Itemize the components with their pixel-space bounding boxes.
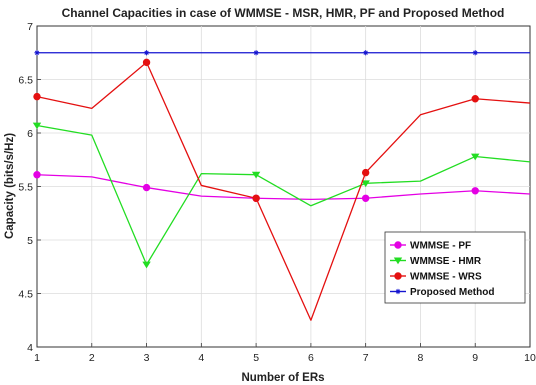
data-point [252, 194, 260, 202]
legend-marker [395, 288, 401, 295]
y-axis-ticks: 4 4.5 5 5.5 6 6.5 7 [18, 21, 41, 354]
y-tick-label: 5 [27, 235, 33, 247]
legend-entry: WMMSE - PF [390, 241, 471, 252]
data-point [32, 122, 42, 130]
series-line [36, 174, 531, 200]
data-point [361, 180, 370, 188]
plot-area [32, 25, 531, 348]
data-point [251, 171, 261, 179]
legend-marker [394, 272, 402, 280]
legend-entry: Proposed Method [390, 287, 494, 298]
legend-entry: WMMSE - HMR [390, 256, 482, 267]
series-2 [33, 58, 531, 321]
legend-label: Proposed Method [410, 287, 494, 298]
data-point [33, 171, 41, 179]
data-point [34, 50, 40, 56]
data-point [143, 50, 150, 56]
series-3 [34, 50, 530, 56]
data-point [253, 50, 259, 56]
y-tick-label: 7 [27, 21, 33, 33]
data-point [361, 168, 370, 177]
data-point [142, 261, 151, 269]
marker-stroke [363, 50, 368, 55]
x-tick-label: 6 [308, 352, 314, 364]
legend-entry: WMMSE - WRS [390, 272, 482, 283]
y-tick-label: 5.5 [18, 182, 33, 194]
y-tick-label: 6 [27, 128, 33, 140]
data-point [33, 92, 41, 101]
legend: WMMSE - PF WMMSE - HMR WMMSE - WRS Proposed… [384, 231, 526, 304]
data-point [363, 50, 369, 56]
x-tick-label: 3 [144, 352, 150, 364]
y-tick-label: 6.5 [18, 75, 33, 87]
x-tick-label: 9 [472, 352, 478, 364]
x-tick-label: 1 [34, 352, 40, 364]
legend-label: WMMSE - PF [410, 241, 471, 252]
x-axis-label: Number of ERs [241, 372, 324, 384]
series-line [36, 124, 531, 266]
series-1 [32, 122, 531, 269]
y-tick-label: 4 [27, 342, 33, 354]
data-point [471, 95, 479, 103]
marker-stroke [253, 50, 259, 55]
series-lines [32, 50, 531, 321]
marker-stroke [144, 50, 149, 55]
x-tick-label: 8 [418, 352, 424, 364]
x-tick-label: 10 [524, 352, 536, 364]
data-point [471, 187, 479, 195]
data-point [361, 194, 370, 202]
legend-box [384, 231, 526, 304]
data-point [471, 153, 480, 161]
series-line [36, 61, 531, 321]
legend-marker [393, 257, 403, 265]
legend-label: WMMSE - WRS [410, 272, 482, 283]
data-point [142, 58, 151, 67]
y-axis-label: Capacity (bits/s/Hz) [4, 133, 16, 239]
data-point [142, 183, 151, 192]
legend-entries: WMMSE - PF WMMSE - HMR WMMSE - WRS Proposed… [390, 241, 494, 298]
x-tick-label: 5 [253, 352, 259, 364]
x-tick-label: 2 [89, 352, 95, 364]
x-axis-ticks: 1 2 3 4 5 6 7 8 9 10 [34, 343, 536, 364]
legend-label: WMMSE - HMR [410, 256, 482, 267]
x-tick-label: 7 [363, 352, 369, 364]
marker-stroke [473, 50, 478, 55]
x-tick-label: 4 [198, 352, 204, 364]
data-point [472, 50, 478, 56]
marker-stroke [395, 289, 401, 294]
y-tick-label: 4.5 [18, 289, 33, 301]
chart-title: Channel Capacities in case of WMMSE - MS… [62, 6, 505, 20]
marker-stroke [34, 50, 40, 55]
legend-marker [394, 241, 402, 249]
